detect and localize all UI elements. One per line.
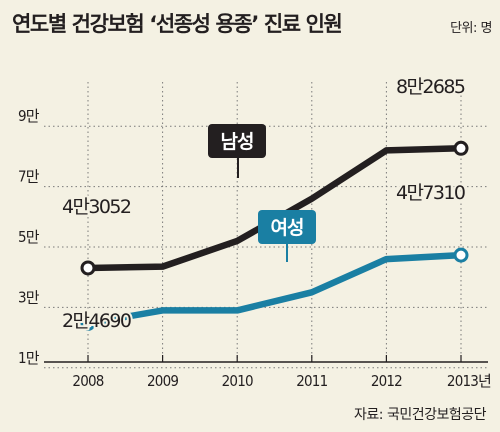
x-tick-label: 2012 xyxy=(371,372,402,390)
data-label: 8만2685 xyxy=(396,76,465,98)
series-male: 남성 4만3052 8만2685 xyxy=(60,74,469,276)
source-note: 자료: 국민건강보험공단 xyxy=(354,407,486,423)
chart-title: 연도별 건강보험 ‘선종성 용종’ 진료 인원 xyxy=(12,12,343,36)
x-tick-label: 2008 xyxy=(72,372,103,390)
x-tick-label: 2013년 xyxy=(447,372,491,390)
series-line xyxy=(87,145,462,272)
series-female: 여성 2만4690 4만7310 xyxy=(60,180,469,334)
data-label: 2만4690 xyxy=(62,310,131,332)
unit-label: 단위: 명 xyxy=(450,21,492,36)
series-layer: 남성 4만3052 8만2685 여성 2만4690 4만7310 xyxy=(60,74,469,334)
y-tick-label: 7만 xyxy=(18,168,40,186)
data-label: 4만7310 xyxy=(396,182,465,204)
y-tick-label: 3만 xyxy=(18,288,40,306)
data-label: 4만3052 xyxy=(62,196,131,218)
series-name-label: 남성 xyxy=(221,131,254,153)
data-point-marker xyxy=(80,315,96,331)
series-name-label: 여성 xyxy=(271,217,304,239)
series-name-badge xyxy=(208,124,266,158)
data-point-marker xyxy=(80,260,96,276)
series-name-badge xyxy=(258,210,316,244)
y-tick-label: 9만 xyxy=(18,107,40,125)
x-tick-label: 2011 xyxy=(296,372,327,390)
axes: 1만 3만 5만 7만 9만 2008 2009 2010 2011 2012 2013년 xyxy=(18,107,492,390)
x-tick-label: 2009 xyxy=(147,372,178,390)
y-tick-label: 1만 xyxy=(18,349,40,367)
data-point-marker xyxy=(453,140,469,156)
data-point-marker xyxy=(453,247,469,263)
y-tick-label: 5만 xyxy=(18,228,40,246)
x-tick-label: 2010 xyxy=(222,372,253,390)
series-line xyxy=(87,251,462,327)
